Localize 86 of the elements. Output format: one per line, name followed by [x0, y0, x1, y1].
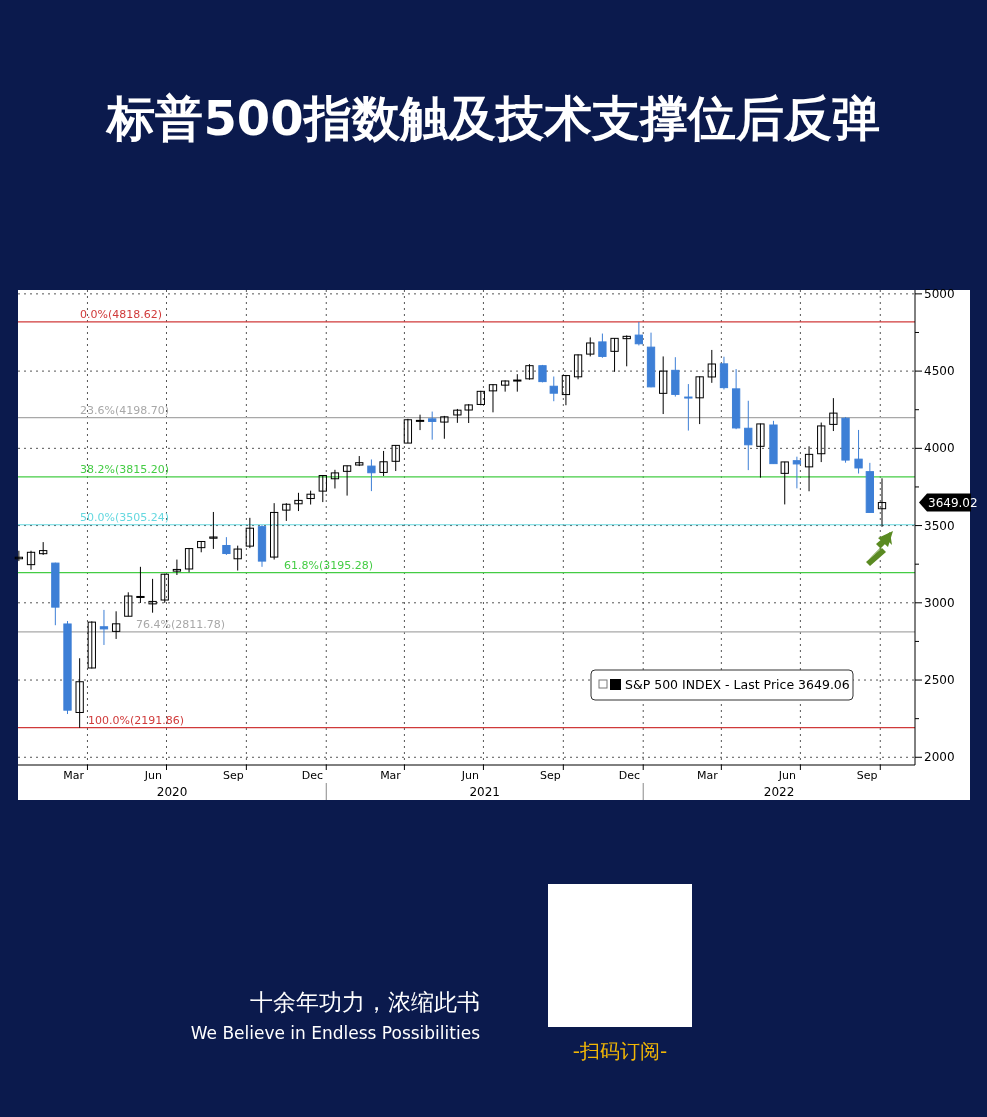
candlestick	[26, 550, 36, 571]
candlestick	[403, 418, 413, 444]
candlestick	[707, 349, 716, 384]
candlestick	[792, 456, 802, 489]
text: 十余年功力，浓缩此书	[250, 989, 480, 1015]
candlestick	[294, 492, 303, 512]
candlestick	[233, 545, 242, 572]
candlestick	[622, 334, 631, 367]
candlestick	[209, 511, 218, 550]
candlestick	[245, 517, 254, 549]
x-tick-label: Sep	[222, 769, 244, 782]
candlestick	[634, 321, 644, 346]
candlestick	[75, 657, 84, 729]
ref-line-label: 23.6%(4198.70)	[80, 403, 170, 417]
candlestick	[488, 383, 498, 413]
candlestick	[573, 353, 583, 380]
candlestick	[87, 620, 96, 669]
y-tick-label: 2000	[924, 750, 955, 765]
candlestick	[172, 559, 182, 576]
candlestick	[684, 383, 693, 432]
x-tick-label: Jun	[460, 769, 480, 782]
candlestick	[99, 609, 109, 646]
ref-line-label: 0.0%(4818.62)	[80, 307, 163, 321]
text: 2021	[469, 785, 501, 799]
candlestick	[367, 458, 376, 492]
y-tick-label: 3000	[924, 595, 955, 610]
candlestick	[804, 445, 814, 492]
candlestick	[136, 566, 145, 604]
y-tick-label: 3500	[924, 518, 955, 533]
x-tick-label: Mar	[63, 769, 85, 782]
legend: S&P 500 INDEX - Last Price 3649.06	[590, 669, 854, 701]
legend-label: S&P 500 INDEX - Last Price 3649.06	[625, 677, 850, 692]
candlestick	[719, 356, 729, 390]
ref-line-label: 38.2%(3815.20)	[80, 462, 170, 476]
y-tick-label: 4000	[924, 441, 955, 456]
candlestick	[610, 337, 619, 373]
x-tick-label: Sep	[539, 769, 561, 782]
candlestick	[817, 422, 826, 463]
candlestick	[586, 336, 595, 357]
candlestick	[500, 379, 510, 393]
ref-line-label: 100.0%(2191.86)	[88, 713, 185, 727]
title: 标普500指数触及技术支撑位后反弹	[107, 90, 880, 146]
candlestick	[342, 465, 352, 497]
ref-line-label: 61.8%(3195.28)	[284, 558, 374, 572]
ref-line-label: 50.0%(3505.24)	[80, 510, 170, 524]
candlestick	[148, 578, 157, 614]
x-tick-label: Jun	[777, 769, 796, 782]
candlestick	[659, 355, 668, 415]
text: -扫码订阅-	[572, 1039, 668, 1063]
x-tick-label: Mar	[380, 769, 402, 782]
text: 3649.02	[928, 495, 978, 510]
candlestick	[160, 573, 169, 604]
candlestick	[124, 591, 133, 617]
candlestick	[549, 376, 558, 402]
text: 2020	[156, 785, 188, 799]
candlestick	[464, 403, 473, 424]
candlestick	[780, 461, 789, 505]
candlestick	[744, 400, 753, 471]
y-tick-label: 2500	[924, 673, 955, 688]
x-tick-label: Jun	[143, 769, 163, 782]
x-tick-label: Sep	[856, 769, 878, 782]
x-tick-label: Dec	[301, 769, 324, 782]
candlestick	[440, 415, 449, 440]
candlestick	[829, 397, 838, 432]
candlestick	[756, 423, 765, 479]
candlestick	[428, 411, 437, 441]
candlestick	[111, 610, 121, 640]
text: We Believe in Endless Possibilities	[190, 1023, 481, 1043]
candlestick	[854, 429, 863, 475]
candlestick	[318, 474, 327, 503]
y-tick-label: 5000	[924, 286, 955, 301]
y-tick-label: 4500	[924, 364, 955, 379]
text: 2022	[763, 785, 795, 799]
candlestick	[270, 502, 279, 561]
candlestick	[695, 376, 704, 425]
candlestick	[877, 477, 887, 528]
x-tick-label: Dec	[618, 769, 640, 782]
candlestick	[379, 450, 388, 477]
candlestick	[391, 444, 400, 472]
candlestick	[598, 333, 607, 359]
ref-line-label: 76.4%(2811.78)	[136, 617, 226, 631]
x-tick-label: Mar	[697, 769, 719, 782]
candlestick	[561, 374, 571, 406]
candlestick	[415, 414, 425, 431]
candlestick	[330, 469, 340, 489]
candlestick	[184, 547, 194, 573]
